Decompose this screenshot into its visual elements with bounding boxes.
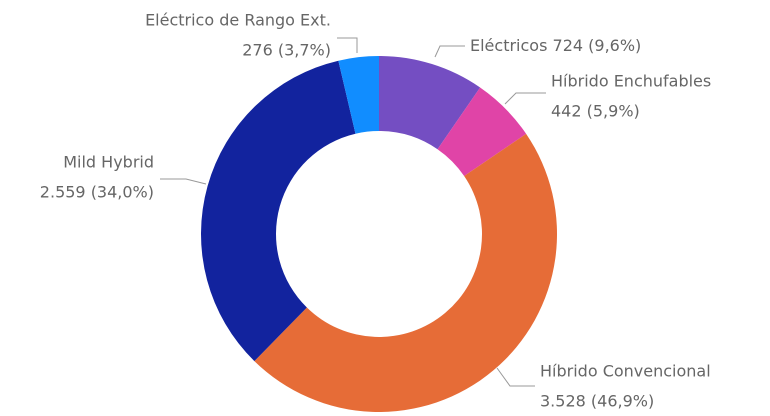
value-label: 276 (3,7%)	[242, 41, 331, 60]
value-label: 2.559 (34,0%)	[40, 183, 154, 202]
leader-line	[434, 45, 465, 58]
leader-line	[504, 92, 546, 105]
leader-line	[337, 37, 358, 53]
category-name: Híbrido Convencional	[540, 362, 711, 381]
leader-line	[160, 178, 207, 185]
category-name: Eléctrico de Rango Ext.	[145, 11, 331, 30]
value-label: 3.528 (46,9%)	[540, 392, 654, 411]
value-label: 442 (5,9%)	[551, 102, 640, 121]
data-label: Eléctricos 724 (9,6%)	[470, 36, 641, 55]
value-label: 724 (9,6%)	[553, 36, 642, 55]
category-name: Híbrido Enchufables	[551, 72, 711, 91]
donut-slice	[437, 87, 527, 177]
category-name: Eléctricos	[470, 36, 547, 55]
donut-slice	[338, 56, 379, 134]
leader-line	[496, 367, 535, 387]
donut-slice	[201, 60, 356, 362]
category-name: Mild Hybrid	[63, 153, 154, 172]
donut-slice	[254, 133, 557, 412]
donut-slice	[379, 56, 481, 150]
